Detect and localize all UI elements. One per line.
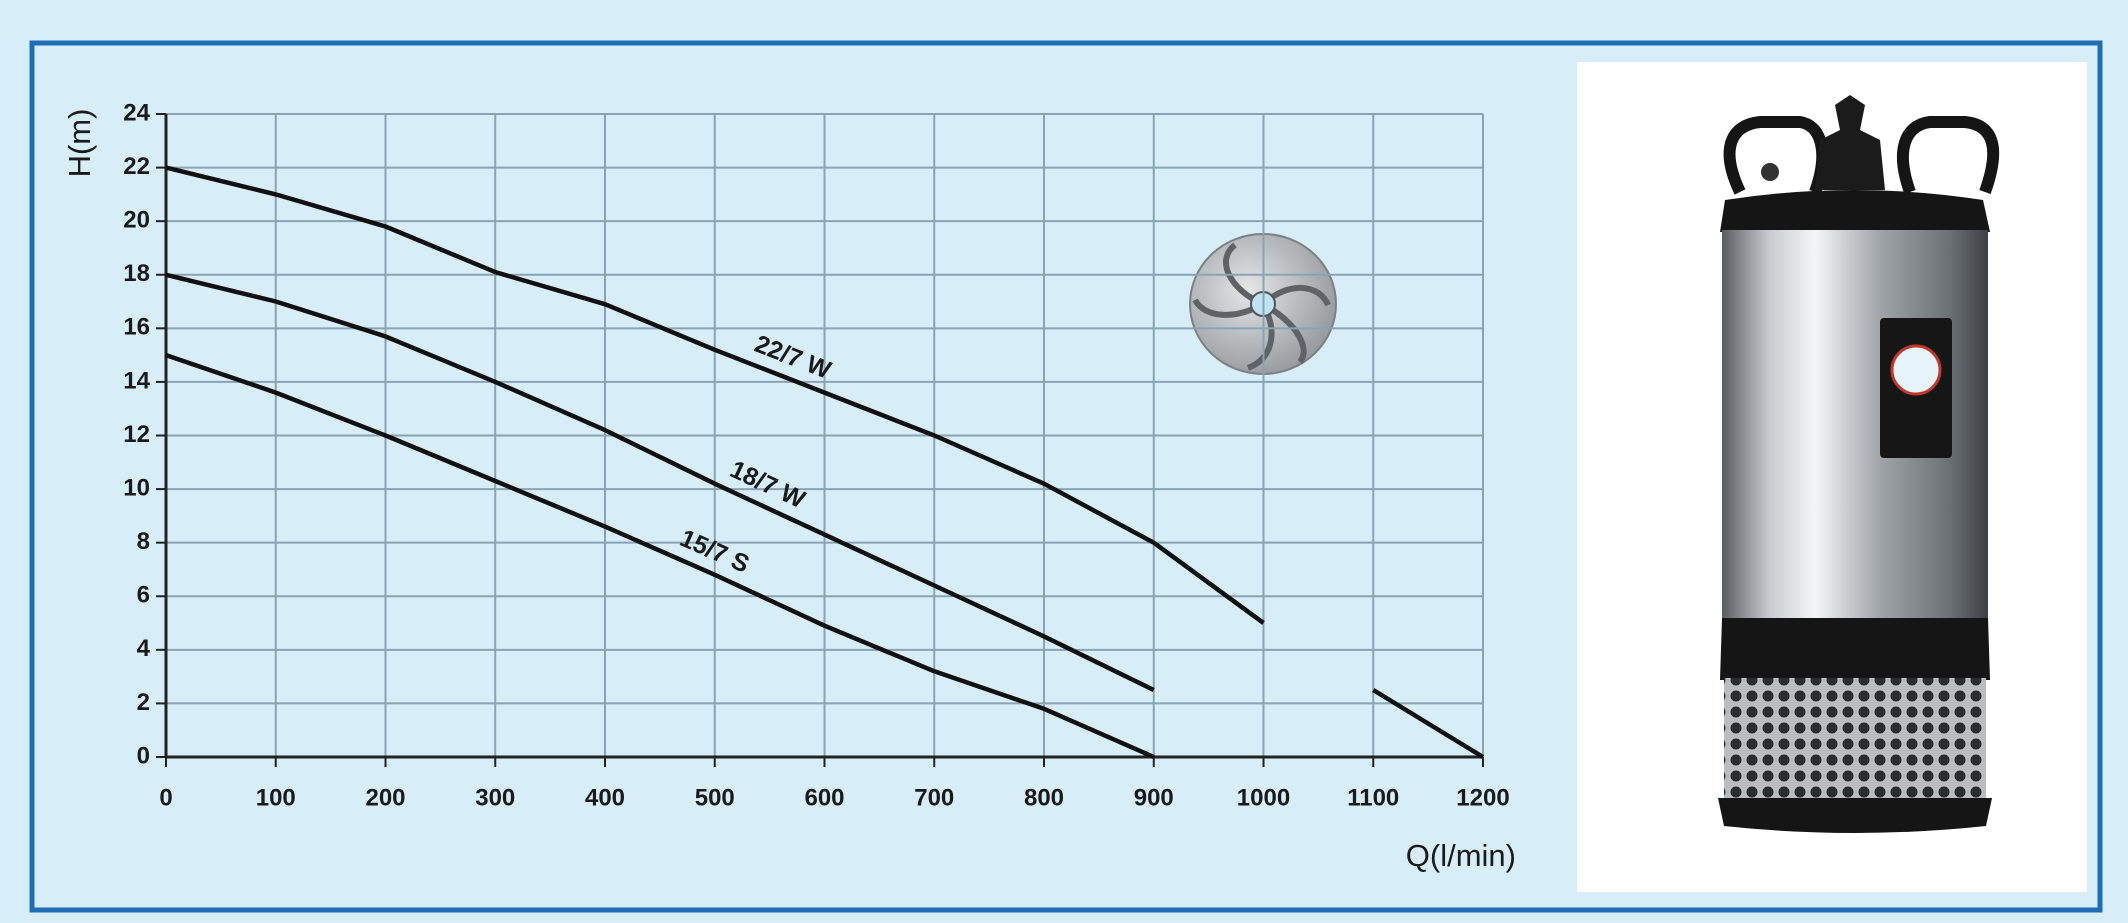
y-tick-label: 20 bbox=[123, 207, 150, 234]
handle bbox=[1896, 116, 2000, 195]
pump-photo bbox=[1577, 62, 2087, 892]
x-tick-label: 200 bbox=[365, 784, 405, 811]
x-tick-label: 700 bbox=[914, 784, 954, 811]
y-tick-label: 8 bbox=[137, 528, 150, 555]
x-tick-label: 600 bbox=[804, 784, 844, 811]
y-tick-label: 0 bbox=[137, 742, 150, 769]
x-tick-label: 300 bbox=[475, 784, 515, 811]
y-tick-label: 18 bbox=[123, 260, 150, 287]
x-axis-label: Q(l/min) bbox=[1406, 838, 1516, 873]
x-tick-label: 900 bbox=[1134, 784, 1174, 811]
y-tick-label: 12 bbox=[123, 421, 150, 448]
y-tick-label: 24 bbox=[123, 99, 150, 126]
x-tick-label: 800 bbox=[1024, 784, 1064, 811]
valve bbox=[1815, 95, 1885, 190]
y-tick-label: 6 bbox=[137, 582, 150, 609]
y-tick-label: 14 bbox=[123, 367, 150, 394]
x-tick-label: 1100 bbox=[1347, 784, 1399, 811]
y-tick-label: 16 bbox=[123, 314, 150, 341]
line-series bbox=[165, 165, 1485, 759]
line-series bbox=[165, 352, 1155, 760]
y-tick-label: 2 bbox=[137, 689, 150, 716]
x-tick-label: 1200 bbox=[1456, 784, 1509, 811]
band bbox=[1720, 618, 1990, 680]
top-cap bbox=[1720, 190, 1990, 232]
strainer bbox=[1724, 678, 1986, 800]
badge-logo bbox=[1890, 344, 1942, 396]
base bbox=[1718, 798, 1992, 833]
y-tick-label: 22 bbox=[123, 153, 150, 180]
y-axis-label: H(m) bbox=[62, 109, 97, 178]
x-tick-label: 500 bbox=[695, 784, 735, 811]
x-tick-label: 0 bbox=[159, 784, 172, 811]
x-tick-label: 100 bbox=[256, 784, 296, 811]
y-tick-label: 10 bbox=[123, 474, 150, 501]
x-tick-label: 1000 bbox=[1237, 784, 1290, 811]
plug bbox=[1761, 163, 1779, 181]
x-tick-label: 400 bbox=[585, 784, 625, 811]
y-tick-label: 4 bbox=[137, 635, 151, 662]
